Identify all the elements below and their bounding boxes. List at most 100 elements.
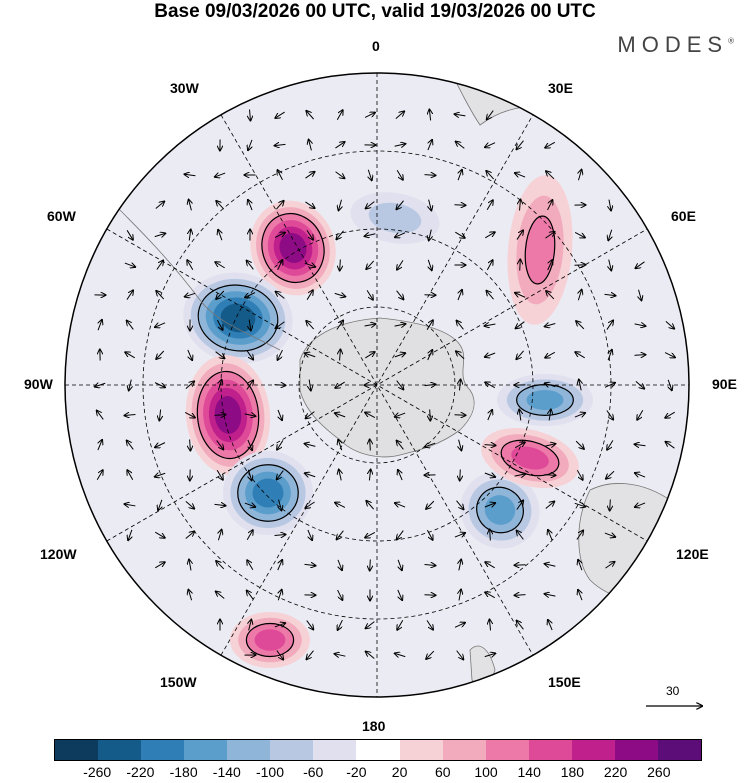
colorbar-tick-label: 260 — [647, 764, 671, 780]
wind-arrow — [370, 440, 371, 451]
wind-arrow — [338, 559, 342, 570]
modes-logo: MODES® — [617, 32, 734, 58]
chart-title: Base 09/03/2026 00 UTC, valid 19/03/2026… — [154, 1, 596, 22]
wind-arrow — [305, 501, 315, 508]
wind-arrow — [397, 530, 404, 540]
lon-label-0: 0 — [372, 38, 380, 54]
wind-arrow — [428, 259, 431, 270]
wind-arrow — [545, 141, 556, 147]
wind-arrow — [548, 620, 553, 631]
wind-arrow — [610, 499, 611, 511]
wind-arrow — [574, 231, 585, 237]
lon-label-60e: 60E — [671, 208, 696, 224]
wind-arrow — [339, 470, 342, 481]
wind-arrow — [185, 293, 196, 296]
wind-arrow — [129, 379, 132, 391]
wind-arrow — [574, 413, 585, 417]
wind-arrow — [637, 410, 644, 419]
wind-arrow — [427, 350, 433, 361]
wind-arrow — [487, 410, 492, 421]
wind-arrow — [245, 292, 256, 298]
wind-arrow — [275, 111, 285, 118]
wind-arrow — [156, 350, 165, 359]
wind-arrow — [668, 379, 672, 390]
wind-arrow — [486, 200, 493, 210]
wind-arrow — [636, 261, 645, 268]
colorbar-swatch — [442, 740, 486, 760]
positive-anomaly-95w-contour — [214, 396, 242, 434]
wind-arrow — [247, 560, 254, 570]
wind-arrow — [125, 504, 136, 506]
wind-arrow — [394, 144, 406, 146]
wind-arrow — [457, 321, 464, 330]
wind-arrow — [604, 533, 615, 537]
colorbar-tick-label: 60 — [435, 764, 451, 780]
wind-arrow — [336, 230, 344, 239]
wind-arrow — [215, 173, 226, 177]
wind-arrow — [155, 442, 166, 448]
wind-arrow — [340, 259, 341, 271]
wind-arrow — [485, 324, 496, 326]
positive-anomaly-60w-contour — [279, 233, 307, 263]
wind-arrow — [578, 590, 582, 601]
wind-arrow — [278, 409, 282, 420]
wind-arrow — [424, 175, 436, 176]
wind-arrow — [98, 440, 102, 451]
wind-arrow — [364, 324, 376, 326]
wind-arrow — [335, 503, 346, 508]
wind-arrow — [96, 470, 103, 481]
wind-arrow — [185, 501, 194, 508]
wind-arrow — [396, 290, 404, 300]
wind-arrow — [398, 470, 403, 481]
wind-arrow — [490, 530, 491, 541]
wind-arrow — [274, 534, 286, 535]
wind-arrow — [485, 562, 495, 569]
wind-arrow — [395, 111, 404, 119]
colorbar-tick-label: -180 — [169, 764, 198, 780]
wind-arrow — [189, 200, 192, 211]
colorbar-swatch — [313, 740, 357, 760]
wind-arrow — [249, 319, 251, 331]
wind-arrow — [460, 469, 461, 481]
wind-arrow — [396, 380, 404, 390]
wind-arrow — [454, 205, 466, 206]
registered-mark-icon: ® — [728, 36, 734, 46]
wind-arrow — [125, 414, 136, 415]
wind-arrow — [218, 380, 221, 391]
colorbar-ticks: -260 -220 -180 -140 -100 -60 -20 20 60 100 140 180 2… — [0, 764, 750, 782]
wind-arrow — [218, 530, 221, 541]
wind-arrow — [216, 561, 225, 570]
colorbar-swatch — [485, 740, 529, 760]
wind-arrow — [365, 412, 376, 419]
wind-arrow — [368, 169, 371, 180]
wind-arrow — [97, 411, 104, 420]
wind-arrow — [365, 352, 374, 359]
wind-arrow — [338, 440, 342, 451]
wind-arrow — [277, 170, 283, 181]
wind-arrow — [278, 590, 281, 601]
wind-arrow — [519, 410, 521, 421]
wind-arrow — [306, 111, 315, 120]
wind-arrow — [306, 411, 315, 419]
wind-arrow — [185, 174, 196, 175]
lon-label-90e: 90E — [712, 376, 737, 392]
wind-arrow — [274, 623, 285, 627]
wind-arrow — [336, 110, 342, 121]
wind-arrow — [424, 595, 436, 596]
wind-arrow — [485, 232, 494, 239]
colorbar-tick-label: 180 — [560, 764, 585, 780]
wind-arrow — [576, 321, 585, 330]
wind-arrow — [248, 139, 252, 150]
wind-arrow — [639, 289, 642, 301]
wind-arrow — [365, 531, 376, 537]
colorbar-swatch — [98, 740, 142, 760]
wind-arrow — [155, 322, 166, 327]
wind-arrow — [454, 623, 465, 628]
wind-arrow — [335, 654, 346, 656]
wind-arrow — [484, 653, 496, 656]
wind-arrow — [366, 201, 375, 209]
colorbar-swatch — [399, 740, 443, 760]
wind-arrow — [247, 261, 254, 270]
wind-arrow — [428, 140, 432, 151]
